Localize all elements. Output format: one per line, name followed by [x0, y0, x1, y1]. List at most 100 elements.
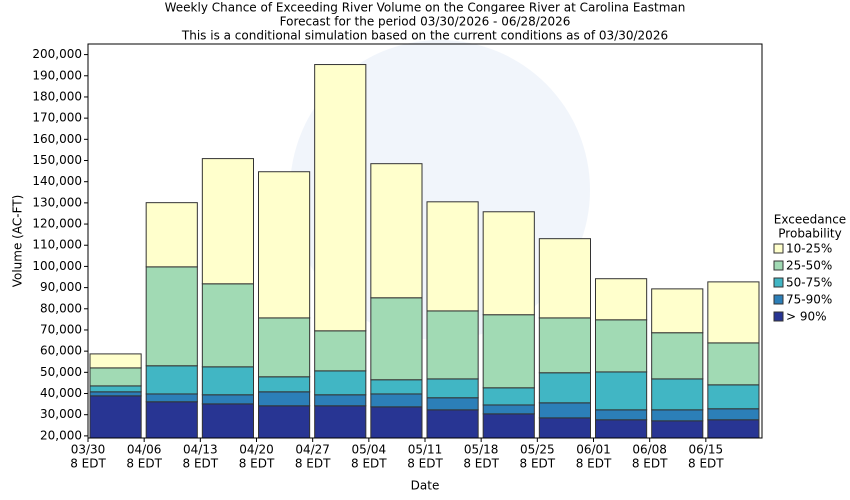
bar-segment — [651, 332, 704, 380]
y-tick-label: 90,000 — [40, 280, 82, 294]
x-tick-label: 06/08 — [632, 443, 667, 457]
x-tick-label: 8 EDT — [351, 457, 387, 471]
bar-segment — [426, 378, 479, 399]
x-tick-label: 8 EDT — [295, 457, 331, 471]
y-tick-label: 50,000 — [40, 365, 82, 379]
bar-segment — [426, 201, 479, 312]
x-tick-label: 04/20 — [239, 443, 274, 457]
bar-segment — [370, 297, 423, 381]
y-tick-label: 170,000 — [32, 111, 82, 125]
x-tick-label: 8 EDT — [407, 457, 443, 471]
bar-segment — [707, 408, 760, 421]
y-tick-label: 190,000 — [32, 68, 82, 82]
legend-title: Exceedance — [774, 213, 846, 227]
x-tick-label: 06/15 — [689, 443, 724, 457]
bar-segment — [314, 330, 367, 372]
bar-segment — [707, 281, 760, 344]
x-tick-label: 8 EDT — [239, 457, 275, 471]
bar-segment — [651, 420, 704, 439]
bar-segment — [89, 353, 142, 369]
bar-segment — [314, 394, 367, 407]
y-tick-label: 100,000 — [32, 259, 82, 273]
bar-segment — [201, 366, 254, 396]
bar-segment — [707, 419, 760, 439]
bar-segment — [370, 393, 423, 408]
bar-segment — [89, 385, 142, 393]
bar-segment — [201, 394, 254, 405]
bar-segment — [707, 384, 760, 410]
bar-segment — [370, 163, 423, 299]
bar-segment — [145, 266, 198, 367]
chart-subtitle: This is a conditional simulation based o… — [181, 29, 668, 43]
bar-segment — [651, 409, 704, 422]
bar-segment — [595, 409, 648, 421]
bar-segment — [426, 397, 479, 411]
y-tick-label: 30,000 — [40, 407, 82, 421]
legend-label: 25-50% — [786, 259, 832, 273]
bar-segment — [258, 317, 311, 378]
bar-segment — [538, 417, 591, 439]
y-tick-label: 110,000 — [32, 238, 82, 252]
legend-swatch — [773, 243, 784, 254]
bar-segment — [595, 419, 648, 439]
bar-segment — [314, 370, 367, 396]
x-tick-label: 05/25 — [520, 443, 555, 457]
legend-swatch — [773, 294, 784, 305]
y-tick-label: 150,000 — [32, 153, 82, 167]
legend-label: > 90% — [786, 310, 827, 324]
y-axis-label: Volume (AC-FT) — [11, 195, 25, 288]
y-tick-label: 40,000 — [40, 386, 82, 400]
x-tick-label: 04/13 — [183, 443, 218, 457]
legend-title: Probability — [778, 227, 841, 241]
legend-swatch — [773, 260, 784, 271]
bar-segment — [258, 391, 311, 407]
x-tick-label: 05/18 — [464, 443, 499, 457]
bar-segment — [595, 278, 648, 321]
bar-segment — [314, 405, 367, 439]
bar-segment — [145, 401, 198, 439]
bar-segment — [258, 376, 311, 393]
bar-segment — [538, 402, 591, 419]
bar-segment — [89, 367, 142, 387]
bar-segment — [482, 387, 535, 406]
plot-border — [87, 43, 763, 439]
x-axis-label: Date — [411, 479, 440, 493]
bar-segment — [482, 314, 535, 389]
bar-segment — [89, 391, 142, 397]
x-tick-label: 8 EDT — [126, 457, 162, 471]
bar-segment — [538, 317, 591, 374]
y-tick-label: 70,000 — [40, 322, 82, 336]
x-tick-label: 8 EDT — [688, 457, 724, 471]
y-tick-label: 20,000 — [40, 428, 82, 442]
x-tick-label: 8 EDT — [70, 457, 106, 471]
bar-segment — [538, 238, 591, 319]
legend-label: 50-75% — [786, 276, 832, 290]
bar-segment — [145, 393, 198, 403]
bar-segment — [258, 171, 311, 319]
x-tick-label: 04/27 — [295, 443, 330, 457]
bar-segment — [595, 319, 648, 373]
bar-segment — [707, 342, 760, 386]
x-tick-label: 8 EDT — [632, 457, 668, 471]
legend-swatch — [773, 277, 784, 288]
y-tick-label: 80,000 — [40, 301, 82, 315]
y-tick-label: 60,000 — [40, 344, 82, 358]
bar-segment — [651, 378, 704, 411]
x-tick-label: 8 EDT — [183, 457, 219, 471]
x-tick-label: 06/01 — [576, 443, 611, 457]
y-tick-label: 120,000 — [32, 217, 82, 231]
bar-segment — [201, 283, 254, 368]
y-tick-label: 200,000 — [32, 47, 82, 61]
y-tick-label: 180,000 — [32, 89, 82, 103]
bar-segment — [89, 395, 142, 439]
bar-segment — [482, 211, 535, 316]
bar-segment — [145, 365, 198, 395]
y-tick-label: 160,000 — [32, 132, 82, 146]
y-tick-label: 130,000 — [32, 195, 82, 209]
x-tick-label: 03/30 — [71, 443, 106, 457]
bar-segment — [595, 371, 648, 411]
x-tick-label: 05/11 — [408, 443, 443, 457]
legend-label: 75-90% — [786, 293, 832, 307]
